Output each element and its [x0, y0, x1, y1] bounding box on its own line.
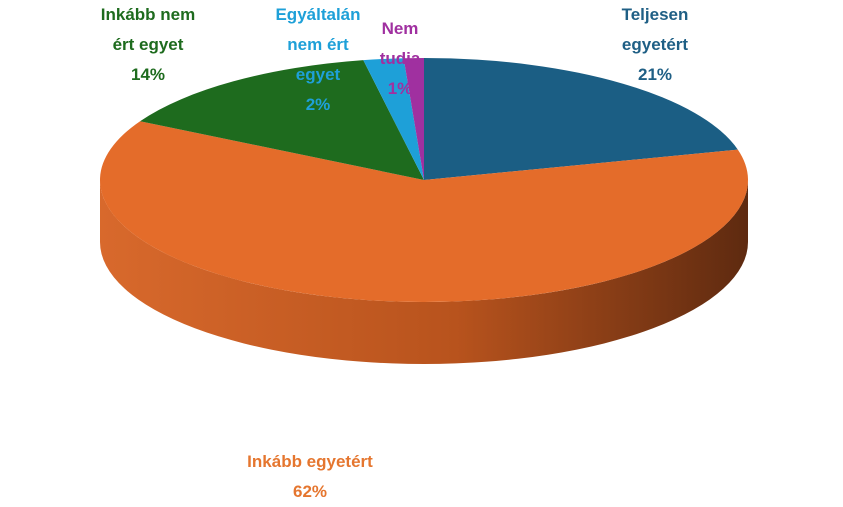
- slice: [363, 58, 424, 180]
- slice-top: [424, 58, 738, 180]
- slice-top: [140, 60, 424, 181]
- value-label: 2%: [305, 95, 331, 114]
- data-label: Nem tudja 1%: [360, 14, 440, 104]
- slice: [424, 58, 738, 180]
- slice: [99, 121, 748, 364]
- data-label: Egyáltalán nem ért egyet 2%: [266, 0, 371, 120]
- value-label: 21%: [637, 65, 673, 84]
- data-label: Inkább egyetért 62%: [210, 447, 410, 507]
- data-label: Inkább nem ért egyet 14%: [88, 0, 208, 90]
- slice: [140, 60, 424, 181]
- slice-top: [363, 58, 424, 180]
- slice-side: [100, 180, 748, 364]
- slice-top: [403, 58, 424, 180]
- slice: [403, 58, 424, 180]
- data-label: Teljesen egyetért 21%: [600, 0, 710, 90]
- category-label: Egyáltalán nem ért egyet: [275, 5, 361, 84]
- value-label: 1%: [387, 79, 413, 98]
- category-label: Teljesen egyetért: [621, 5, 689, 54]
- value-label: 14%: [130, 65, 166, 84]
- category-label: Inkább egyetért: [247, 452, 373, 471]
- slice-top: [99, 121, 748, 303]
- category-label: Inkább nem ért egyet: [100, 5, 196, 54]
- category-label: Nem tudja: [379, 19, 421, 68]
- value-label: 62%: [292, 482, 328, 501]
